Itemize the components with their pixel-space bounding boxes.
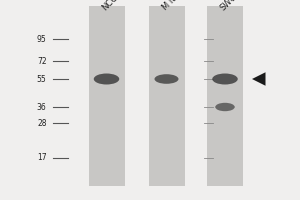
Text: 17: 17 bbox=[37, 154, 46, 162]
Bar bbox=[148, 6, 184, 186]
Ellipse shape bbox=[212, 73, 238, 84]
Text: SW620: SW620 bbox=[219, 0, 246, 12]
Text: 72: 72 bbox=[37, 56, 46, 66]
Ellipse shape bbox=[94, 73, 119, 84]
Bar bbox=[88, 6, 124, 186]
Bar bbox=[207, 6, 243, 186]
Text: 36: 36 bbox=[37, 102, 46, 112]
Text: NCCIT: NCCIT bbox=[100, 0, 124, 12]
Text: 55: 55 bbox=[37, 74, 46, 84]
Ellipse shape bbox=[215, 103, 235, 111]
Text: M lung: M lung bbox=[160, 0, 187, 12]
Text: 95: 95 bbox=[37, 34, 46, 44]
Ellipse shape bbox=[154, 74, 178, 84]
Text: 28: 28 bbox=[37, 118, 46, 128]
Polygon shape bbox=[252, 72, 266, 86]
